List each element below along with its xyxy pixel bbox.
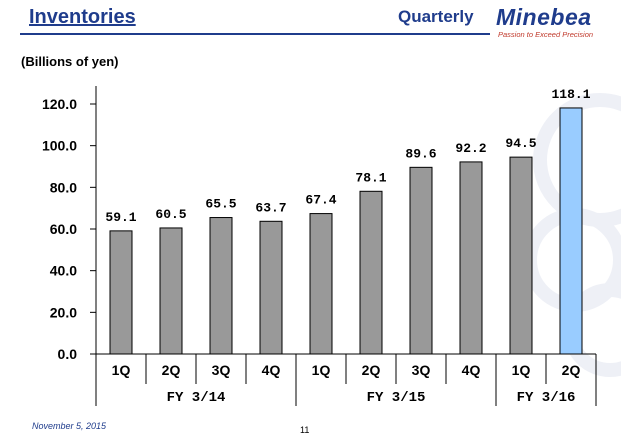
bar <box>209 217 233 355</box>
y-tick-label: 0.0 <box>58 346 78 362</box>
unit-label: (Billions of yen) <box>21 54 119 69</box>
page-title: Inventories <box>29 6 136 28</box>
bar <box>559 107 583 355</box>
data-label: 94.5 <box>505 136 536 151</box>
x-tick-label: 2Q <box>562 362 581 378</box>
data-label: 92.2 <box>455 141 486 156</box>
logo-wordmark: Minebea <box>496 4 592 30</box>
x-tick-label: 2Q <box>362 362 381 378</box>
y-tick-label: 80.0 <box>50 179 77 195</box>
x-tick-label: 3Q <box>412 362 431 378</box>
bar <box>159 227 183 355</box>
x-tick-label: 2Q <box>162 362 181 378</box>
y-tick-label: 120.0 <box>42 96 77 112</box>
data-label: 65.5 <box>205 197 236 212</box>
x-tick-label: 1Q <box>112 362 131 378</box>
bar <box>109 230 133 355</box>
page-number: 11 <box>300 425 310 435</box>
bar <box>309 213 333 355</box>
x-tick-label: 4Q <box>262 362 281 378</box>
footer-date: November 5, 2015 <box>32 421 107 431</box>
header-divider <box>20 33 490 35</box>
fiscal-year-label: FY 3/14 <box>167 390 226 406</box>
bar <box>359 190 383 355</box>
bar <box>409 166 433 355</box>
x-tick-label: 4Q <box>462 362 481 378</box>
fiscal-year-label: FY 3/15 <box>367 390 426 406</box>
bar <box>509 156 533 355</box>
fiscal-year-label: FY 3/16 <box>517 390 576 406</box>
x-tick-label: 3Q <box>212 362 231 378</box>
data-label: 89.6 <box>405 146 436 161</box>
data-label: 67.4 <box>305 193 336 208</box>
data-label: 118.1 <box>551 87 590 102</box>
company-logo: Minebea Passion to Exceed Precision <box>496 4 614 39</box>
data-label: 63.7 <box>255 200 286 215</box>
bar <box>459 161 483 355</box>
data-label: 59.1 <box>105 210 136 225</box>
logo-tagline: Passion to Exceed Precision <box>498 30 594 39</box>
y-tick-label: 100.0 <box>42 138 77 154</box>
bar <box>259 220 283 355</box>
x-tick-label: 1Q <box>312 362 331 378</box>
y-tick-label: 40.0 <box>50 263 77 279</box>
period-label: Quarterly <box>398 7 474 26</box>
y-tick-label: 60.0 <box>50 221 77 237</box>
x-tick-label: 1Q <box>512 362 531 378</box>
y-tick-label: 20.0 <box>50 304 77 320</box>
data-label: 60.5 <box>155 207 186 222</box>
data-label: 78.1 <box>355 170 386 185</box>
